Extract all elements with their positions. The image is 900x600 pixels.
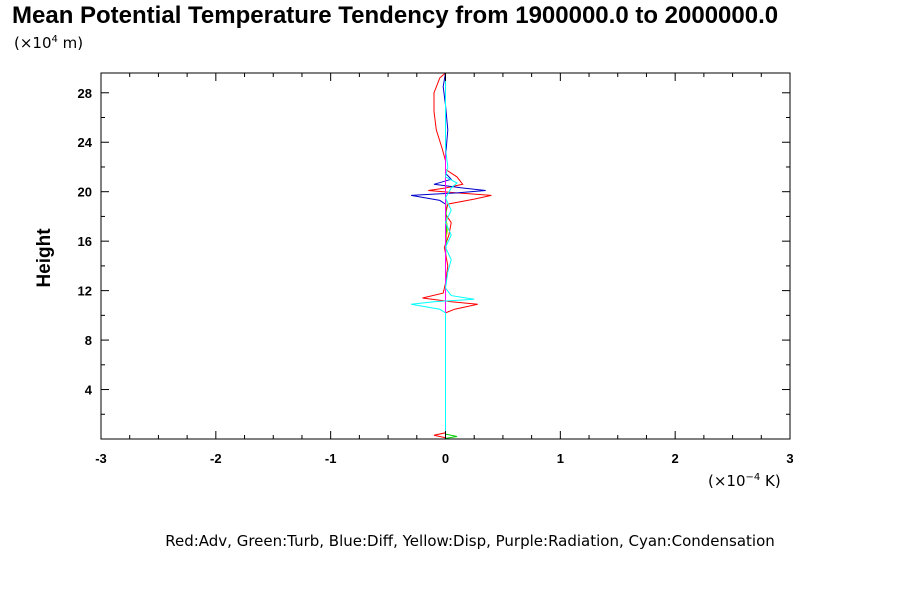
x-tick-label: 3 [786,451,793,466]
x-tick-label: 1 [557,451,564,466]
x-tick-label: 2 [672,451,679,466]
series-line [411,73,475,438]
y-axis-label: Height [34,228,55,288]
y-tick-label: 20 [78,185,92,200]
y-tick-label: 28 [78,86,92,101]
x-tick-label: -1 [325,451,337,466]
y-axis-unit: (×104 m) [14,34,84,52]
series-line [411,72,486,438]
y-tick-label: 24 [78,135,93,150]
x-axis-unit: (×10−4 K) [708,472,781,490]
y-tick-label: 8 [85,333,92,348]
y-tick-label: 4 [85,383,93,398]
chart-title: Mean Potential Temperature Tendency from… [12,2,779,29]
legend-text: Red:Adv, Green:Turb, Blue:Diff, Yellow:D… [165,532,775,550]
x-tick-label: -2 [210,451,222,466]
y-tick-label: 16 [78,234,92,249]
x-tick-label: 0 [442,451,449,466]
series-line [422,72,492,439]
y-tick-label: 12 [78,284,92,299]
x-tick-label: -3 [95,451,107,466]
